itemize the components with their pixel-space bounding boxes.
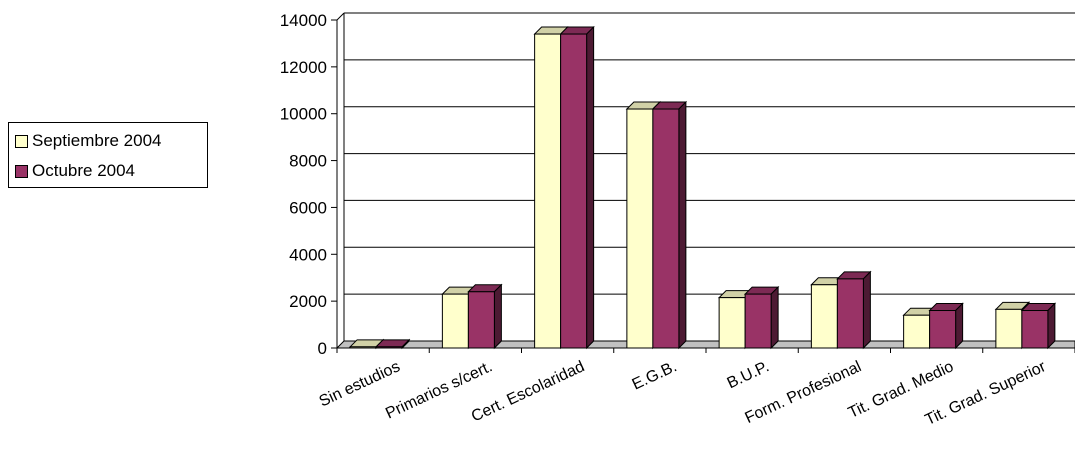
bar-front xyxy=(652,108,680,349)
bar-side xyxy=(493,283,502,350)
bar-front xyxy=(836,278,864,349)
bar-side xyxy=(770,285,779,350)
bar xyxy=(743,285,780,350)
legend-swatch-octubre xyxy=(15,164,28,178)
y-tick-label: 4000 xyxy=(289,245,327,264)
bar-front xyxy=(441,293,469,349)
bar-front xyxy=(560,33,588,349)
y-tick-label: 2000 xyxy=(289,292,327,311)
bar-side xyxy=(862,270,871,350)
legend-item-septiembre: Septiembre 2004 xyxy=(15,131,161,151)
bar-front xyxy=(534,33,562,349)
bar xyxy=(836,270,872,350)
y-tick-label: 14000 xyxy=(280,11,327,30)
legend-item-octubre: Octubre 2004 xyxy=(15,161,135,181)
bar xyxy=(1020,302,1057,350)
bar xyxy=(928,302,964,350)
legend: Septiembre 2004 Octubre 2004 xyxy=(8,122,208,188)
bar-front xyxy=(929,310,957,349)
bar-front xyxy=(626,108,654,349)
x-tick-label: Sin estudios xyxy=(317,358,403,410)
bar-side xyxy=(1047,302,1056,350)
bar-side xyxy=(586,25,595,350)
bar-front xyxy=(349,346,377,349)
y-tick-label: 12000 xyxy=(280,58,327,77)
y-tick-label: 10000 xyxy=(280,105,327,124)
bar-front xyxy=(995,308,1023,349)
bar-front xyxy=(903,314,931,349)
axis-corner xyxy=(336,12,345,21)
bar-front xyxy=(810,284,838,349)
bar xyxy=(651,100,688,350)
x-tick-label: B.U.P. xyxy=(725,358,772,392)
bar-front xyxy=(1021,310,1049,349)
bar xyxy=(374,338,411,350)
x-tick-label: E.G.B. xyxy=(630,358,680,393)
legend-label-octubre: Octubre 2004 xyxy=(32,161,136,180)
y-tick-label: 8000 xyxy=(289,152,327,171)
bar xyxy=(559,25,595,350)
legend-swatch-septiembre xyxy=(15,134,28,148)
y-tick-labels: 0 2000 4000 6000 8000 10000 12000 14000 xyxy=(280,11,337,358)
y-tick-label: 6000 xyxy=(289,198,327,217)
bar-side xyxy=(678,100,687,350)
bar-front xyxy=(744,293,772,349)
bar-side xyxy=(955,302,964,350)
bar xyxy=(467,283,503,350)
bar-front xyxy=(718,297,746,349)
y-tick-label: 0 xyxy=(318,339,327,358)
bar-front xyxy=(375,346,403,349)
bar-front xyxy=(467,291,495,349)
bars xyxy=(348,25,1057,350)
legend-label-septiembre: Septiembre 2004 xyxy=(32,131,162,150)
